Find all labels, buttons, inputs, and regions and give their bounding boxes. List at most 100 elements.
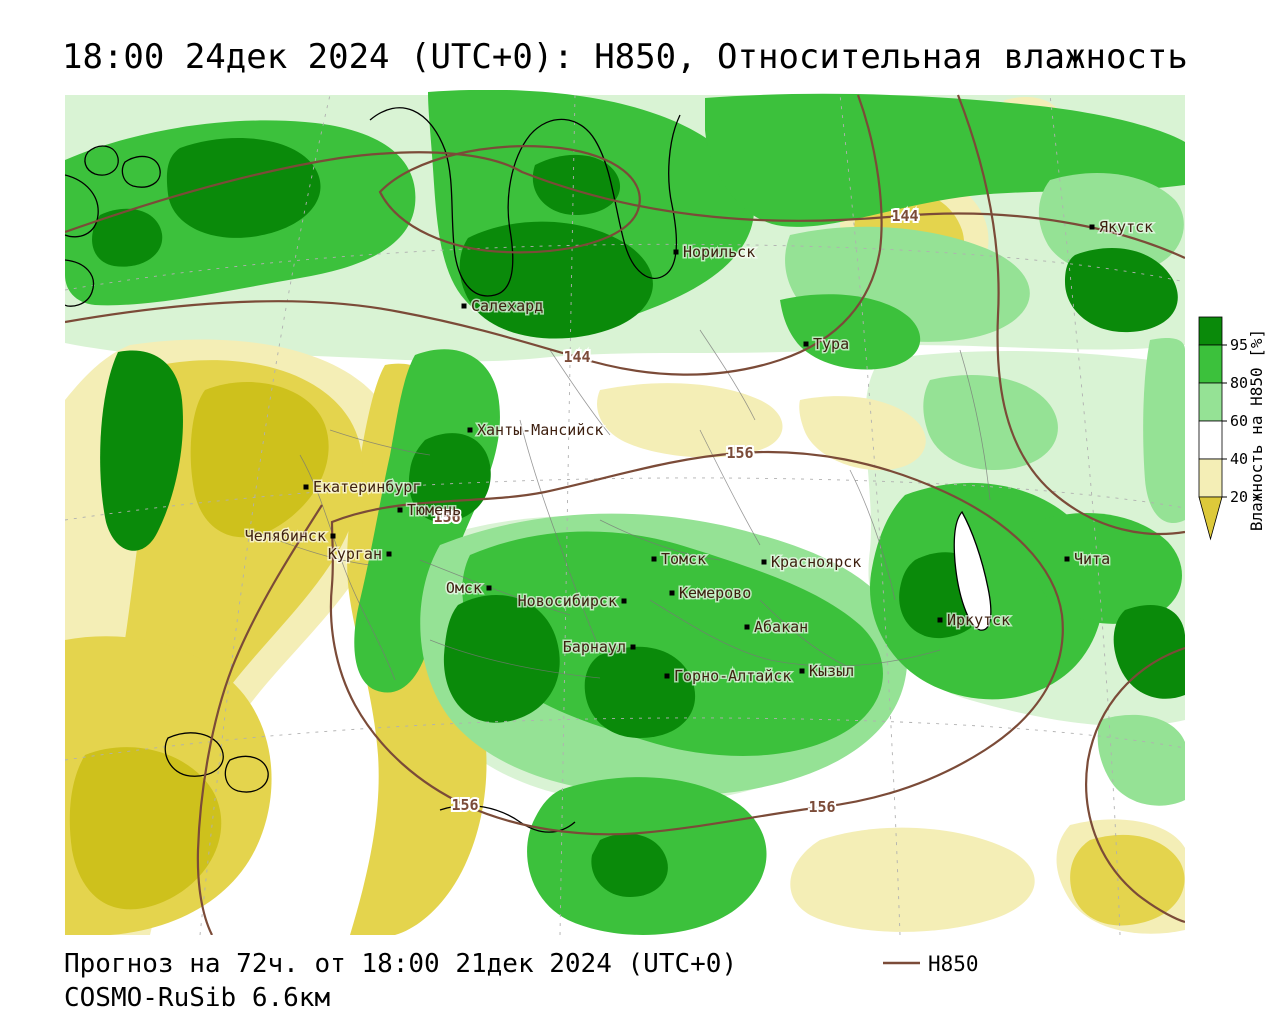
border-line bbox=[519, 419, 601, 651]
contour-label: 156 bbox=[726, 444, 753, 462]
contour-line bbox=[378, 145, 641, 254]
city-marker: Курган bbox=[326, 544, 392, 565]
fill-region bbox=[1065, 248, 1178, 333]
geopotential-contours bbox=[65, 94, 1185, 935]
fill-region bbox=[584, 646, 696, 738]
contour-label: 144 bbox=[563, 348, 590, 366]
contour-line bbox=[1085, 646, 1185, 924]
border-line bbox=[429, 639, 601, 679]
border-line bbox=[699, 429, 761, 546]
fill-region bbox=[1143, 338, 1185, 524]
fill-region bbox=[166, 137, 321, 238]
city-marker: Томск bbox=[651, 549, 708, 570]
colorbar-segment bbox=[1198, 382, 1223, 422]
fill-region bbox=[923, 374, 1058, 471]
city-label: Горно-Алтайск bbox=[674, 667, 791, 685]
city-dot bbox=[397, 507, 403, 513]
fill-region bbox=[443, 595, 560, 723]
city-dot bbox=[330, 533, 336, 539]
border-line bbox=[649, 599, 941, 667]
fill-region bbox=[462, 531, 883, 756]
graticule-line bbox=[65, 477, 1185, 521]
city-marker: Барнаул bbox=[561, 637, 636, 658]
city-dot bbox=[799, 668, 805, 674]
lake-baikal bbox=[953, 510, 992, 631]
coastline bbox=[65, 259, 95, 307]
contour-line bbox=[956, 94, 1185, 536]
city-marker: Абакан bbox=[744, 617, 810, 638]
contour-line bbox=[196, 504, 323, 935]
city-dot bbox=[386, 551, 392, 557]
city-label: Кемерово bbox=[679, 584, 751, 602]
city-markers: Норильск Салехард Тура Якутск Ханты-Мансийск… bbox=[243, 217, 1155, 687]
city-label: Челябинск bbox=[245, 527, 326, 545]
fill-region bbox=[1031, 513, 1182, 624]
city-dot bbox=[630, 644, 636, 650]
contour-label: 156 bbox=[433, 508, 460, 526]
border-line bbox=[599, 519, 721, 561]
city-label: Салехард bbox=[471, 297, 543, 315]
colorbar-tick-label: 60 bbox=[1230, 412, 1248, 430]
city-marker: Иркутск bbox=[937, 610, 1012, 631]
border-line bbox=[299, 454, 396, 681]
city-label: Томск bbox=[661, 550, 706, 568]
city-label: Барнаул bbox=[563, 638, 626, 656]
colorbar-tick-label: 80 bbox=[1230, 374, 1248, 392]
fill-region bbox=[790, 827, 1035, 932]
h850-legend-label: H850 bbox=[928, 952, 979, 976]
city-marker: Якутск bbox=[1089, 217, 1155, 238]
city-dot bbox=[303, 484, 309, 490]
city-dot bbox=[664, 673, 670, 679]
colorbar-segment bbox=[1198, 344, 1223, 384]
city-label: Норильск bbox=[683, 243, 755, 261]
coastline bbox=[121, 155, 161, 188]
city-marker: Ханты-Мансийск bbox=[467, 420, 605, 441]
city-dot bbox=[803, 341, 809, 347]
city-label: Якутск bbox=[1099, 218, 1153, 236]
contour-line bbox=[65, 151, 1185, 259]
humidity-colorbar: 95 80 60 40 20 bbox=[1198, 316, 1248, 541]
city-label: Ханты-Мансийск bbox=[477, 421, 603, 439]
forecast-info-line: Прогноз на 72ч. от 18:00 21дек 2024 (UTC… bbox=[64, 949, 737, 979]
contour-line bbox=[65, 94, 883, 376]
contour-label: 156 bbox=[451, 796, 478, 814]
city-label: Красноярск bbox=[771, 553, 861, 571]
fill-region bbox=[100, 350, 183, 551]
city-label: Абакан bbox=[754, 618, 808, 636]
city-label: Иркутск bbox=[947, 611, 1010, 629]
city-dot bbox=[1089, 224, 1095, 230]
fill-region bbox=[69, 747, 222, 910]
humidity-fill-regions bbox=[65, 90, 1185, 935]
fill-region bbox=[459, 221, 653, 339]
fill-region bbox=[780, 294, 921, 370]
border-line bbox=[959, 349, 991, 501]
fill-region bbox=[1113, 604, 1185, 699]
border-line bbox=[329, 429, 431, 456]
city-dot bbox=[621, 598, 627, 604]
city-label: Чита bbox=[1074, 550, 1110, 568]
coastline bbox=[84, 145, 119, 176]
city-marker: Норильск bbox=[673, 242, 757, 263]
fill-region bbox=[1070, 834, 1185, 926]
coastline bbox=[369, 107, 681, 297]
city-label: Екатеринбург bbox=[313, 478, 421, 496]
border-line bbox=[549, 349, 611, 436]
coastline bbox=[65, 174, 99, 238]
fill-region bbox=[92, 208, 163, 267]
colorbar-segment bbox=[1198, 458, 1223, 498]
city-label: Тюмень bbox=[407, 501, 461, 519]
graticule-line bbox=[199, 94, 331, 935]
city-label: Новосибирск bbox=[518, 592, 617, 610]
graticule-line bbox=[65, 717, 1185, 761]
city-label: Тура bbox=[813, 335, 849, 353]
city-marker: Екатеринбург bbox=[303, 477, 423, 498]
fill-region bbox=[1038, 172, 1184, 275]
border-line bbox=[759, 599, 856, 671]
colorbar-below-arrow bbox=[1198, 496, 1223, 541]
city-marker: Челябинск bbox=[243, 526, 336, 547]
lake bbox=[224, 755, 269, 793]
graticule-line bbox=[1049, 94, 1121, 935]
fill-region bbox=[705, 93, 1185, 227]
city-dot bbox=[761, 559, 767, 565]
border-line bbox=[249, 529, 371, 566]
